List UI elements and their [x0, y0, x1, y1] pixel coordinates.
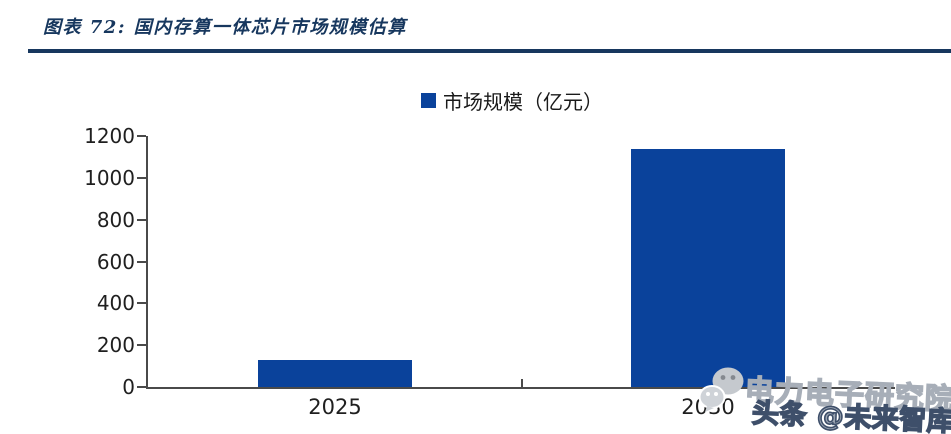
y-axis-tick	[137, 344, 146, 347]
y-axis-label: 1200	[84, 124, 135, 148]
plot-area: 02004006008001000120020252030	[84, 126, 895, 418]
bar-2025	[258, 360, 412, 387]
y-axis-label: 0	[122, 375, 135, 399]
y-axis-label: 600	[96, 249, 135, 274]
y-axis-tick	[137, 176, 146, 179]
y-axis-tick	[137, 302, 146, 305]
wechat-icon	[698, 367, 744, 412]
legend-swatch	[421, 93, 436, 108]
watermark-text-toutiao: 头条 @未来智库	[751, 397, 951, 434]
bar-2030	[631, 149, 785, 387]
y-axis-label: 400	[96, 291, 135, 316]
y-axis-label: 200	[96, 333, 135, 358]
figure-title: 图表 72: 国内存算一体芯片市场规模估算	[43, 17, 407, 38]
x-axis-tick	[521, 379, 523, 387]
y-axis-tick	[137, 218, 146, 221]
y-axis-label: 800	[96, 207, 135, 232]
y-axis-label: 1000	[84, 165, 135, 190]
y-axis-tick	[137, 260, 146, 263]
y-axis-tick	[137, 386, 146, 388]
x-axis-label: 2025	[308, 395, 362, 419]
legend-label: 市场规模（亿元）	[443, 90, 603, 114]
y-axis-tick	[137, 135, 146, 137]
title-divider	[28, 49, 951, 53]
chart-legend: 市场规模（亿元）	[421, 86, 603, 115]
